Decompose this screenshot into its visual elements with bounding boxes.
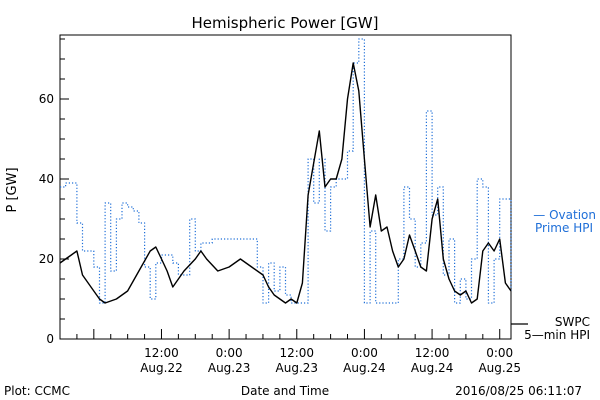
x-tick-date-label: Aug.25 <box>478 361 521 375</box>
y-tick-label: 40 <box>39 172 54 186</box>
x-tick-date-label: Aug.24 <box>411 361 454 375</box>
x-tick-date-label: Aug.23 <box>208 361 251 375</box>
y-axis: 0 20 40 60 <box>39 38 69 346</box>
x-axis: 12:00Aug.220:00Aug.2312:00Aug.230:00Aug.… <box>76 329 521 375</box>
y-axis-label: P [GW] <box>5 167 20 212</box>
x-axis-label: Date and Time <box>241 384 329 398</box>
x-tick-time-label: 12:00 <box>279 346 314 360</box>
ovation-prime-line <box>60 38 512 304</box>
x-tick-time-label: 12:00 <box>415 346 450 360</box>
x-tick-time-label: 12:00 <box>144 346 179 360</box>
x-tick-time-label: 0:00 <box>486 346 513 360</box>
legend-swpc-label: SWPC <box>555 315 590 329</box>
plot-timestamp: 2016/08/25 06:11:07 <box>455 384 582 398</box>
y-tick-label: 20 <box>39 252 54 266</box>
series-lines <box>59 38 512 304</box>
plot-credit: Plot: CCMC <box>4 384 70 398</box>
x-tick-date-label: Aug.22 <box>140 361 183 375</box>
legend-swpc-label: 5—min HPI <box>524 328 590 342</box>
x-tick-time-label: 0:00 <box>351 346 378 360</box>
x-tick-date-label: Aug.24 <box>343 361 386 375</box>
x-tick-date-label: Aug.23 <box>276 361 319 375</box>
legend-ovation-label: — Ovation <box>533 208 596 222</box>
x-tick-time-label: 0:00 <box>216 346 243 360</box>
chart-title: Hemispheric Power [GW] <box>192 14 379 32</box>
y-tick-label: 60 <box>39 92 54 106</box>
legend-ovation-label: Prime HPI <box>535 221 593 235</box>
y-tick-label: 0 <box>46 332 54 346</box>
swpc-hpi-line <box>59 62 512 304</box>
